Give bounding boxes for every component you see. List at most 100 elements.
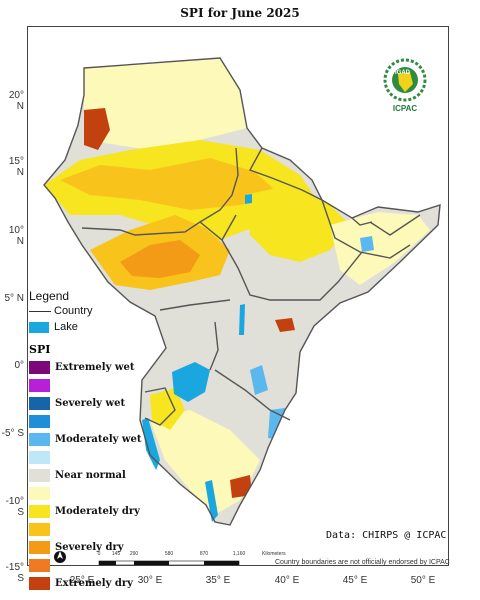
somalia-dry	[330, 212, 430, 285]
scale-tick-label: 290	[129, 551, 139, 557]
lake-victoria	[172, 362, 210, 402]
spi-legend-title: SPI	[29, 343, 51, 356]
data-credit: Data: CHIRPS @ ICPAC	[326, 530, 447, 541]
lake-tana	[245, 194, 252, 204]
uganda-kenya-border	[209, 321, 219, 371]
sahara-dry-area	[84, 58, 247, 150]
legend-lake-row: Lake	[29, 319, 169, 335]
legend-country-row: Country	[29, 303, 169, 319]
lat-label: 10° N	[8, 225, 24, 247]
spi-class-label: Severely dry	[55, 542, 124, 553]
scale-tick-label: 870	[199, 551, 209, 557]
lon-label: 40° E	[274, 575, 300, 586]
scale-tick-label: 0	[97, 551, 101, 557]
djibouti-border	[351, 217, 373, 226]
spi-class-row	[29, 557, 169, 574]
spi-swatch-icon	[29, 415, 50, 428]
spi-class-row	[29, 413, 169, 430]
lat-label: -5° S	[1, 428, 24, 439]
spi-class-label: Extremely wet	[55, 362, 135, 373]
legend-title: Legend	[29, 289, 70, 303]
ethiopia-kenya-border	[221, 239, 363, 301]
lon-label: 25° E	[69, 575, 95, 586]
lat-label: 15° N	[8, 156, 24, 178]
spi-swatch-icon	[29, 379, 50, 392]
scale-unit-label: Kilometers	[262, 551, 286, 557]
legend-lake-label: Lake	[54, 321, 78, 333]
sudan-ethiopia-border	[199, 147, 239, 223]
spi-swatch-icon	[29, 397, 50, 410]
lat-label: -10° S	[5, 496, 24, 518]
south-sudan-uganda-border	[159, 299, 231, 311]
spi-swatch-icon	[29, 541, 50, 554]
spi-class-label: Extremely dry	[55, 578, 133, 589]
ethiopia-wet	[360, 236, 374, 252]
spi-swatch-icon	[29, 559, 50, 572]
kenya-wet	[250, 365, 268, 395]
burundi-dry	[150, 388, 185, 430]
spi-class-label: Moderately dry	[55, 506, 140, 517]
spi-swatch-icon	[29, 487, 50, 500]
spi-class-row: Severely dry	[29, 539, 169, 556]
lat-label: 20° N	[8, 90, 24, 112]
lat-label: 5° N	[4, 293, 24, 304]
spi-swatch-icon	[29, 451, 50, 464]
north-arrow-icon	[54, 551, 66, 563]
logo-top-text: IGAD	[395, 70, 410, 76]
map-legend: Legend Country Lake SPI Extremely wet Sev…	[29, 289, 169, 593]
spi-class-row: Moderately dry	[29, 503, 169, 520]
south-sudan-severe	[120, 240, 200, 278]
eritrea-border	[248, 147, 323, 201]
spi-class-label: Near normal	[55, 470, 126, 481]
spi-swatch-icon	[29, 505, 50, 518]
logo-bottom-text: ICPAC	[392, 104, 418, 113]
lake-malawi	[205, 480, 218, 522]
scale-tick-label: 1,160	[232, 551, 246, 557]
lat-label: -15° S	[5, 562, 24, 584]
spi-class-row: Near normal	[29, 467, 169, 484]
libya-extreme-dry	[84, 108, 110, 150]
lon-label: 45° E	[342, 575, 368, 586]
spi-class-row	[29, 377, 169, 394]
spi-class-row: Extremely wet	[29, 359, 169, 376]
spi-class-row: Extremely dry	[29, 575, 169, 592]
spi-class-list: Extremely wet Severely wet Moderately wet N…	[29, 359, 169, 592]
spi-class-row	[29, 485, 169, 502]
map-title: SPI for June 2025	[180, 6, 300, 20]
spi-class-label: Moderately wet	[55, 434, 142, 445]
spi-swatch-icon	[29, 523, 50, 536]
spi-swatch-icon	[29, 433, 50, 446]
spi-swatch-icon	[29, 577, 50, 590]
rwanda-burundi-border	[144, 387, 176, 426]
ethiopia-somalia-border	[321, 199, 411, 259]
country-boundaries	[43, 57, 441, 526]
lat-label: 0°	[14, 360, 24, 371]
spi-swatch-icon	[29, 361, 50, 374]
spi-swatch-icon	[29, 469, 50, 482]
icpac-logo-icon	[383, 58, 427, 102]
scale-tick-label: 145	[111, 551, 121, 557]
country-line-icon	[29, 310, 51, 312]
legend-country-label: Country	[54, 305, 93, 317]
spi-class-row	[29, 521, 169, 538]
somalia-somaliland-border	[369, 214, 421, 236]
spi-class-row: Moderately wet	[29, 431, 169, 448]
spi-class-row: Severely wet	[29, 395, 169, 412]
lon-label: 50° E	[410, 575, 436, 586]
region-outline	[43, 57, 441, 526]
kenya-coast-extreme-dry	[275, 318, 295, 332]
lon-label: 30° E	[137, 575, 163, 586]
spi-class-row	[29, 449, 169, 466]
kenya-tanzania-border	[214, 369, 291, 421]
lon-label: 35° E	[205, 575, 231, 586]
lakes	[142, 194, 252, 522]
boundary-disclaimer: Country boundaries are not officially en…	[275, 559, 450, 566]
scale-tick-label: 580	[164, 551, 174, 557]
spi-class-label: Severely wet	[55, 398, 126, 409]
lake-tanganyika	[142, 418, 160, 470]
lake-swatch-icon	[29, 321, 49, 333]
sudan-severe-dry	[60, 158, 280, 210]
igad-icpac-logo: ICPAC	[380, 58, 430, 113]
lake-turkana	[239, 304, 245, 335]
